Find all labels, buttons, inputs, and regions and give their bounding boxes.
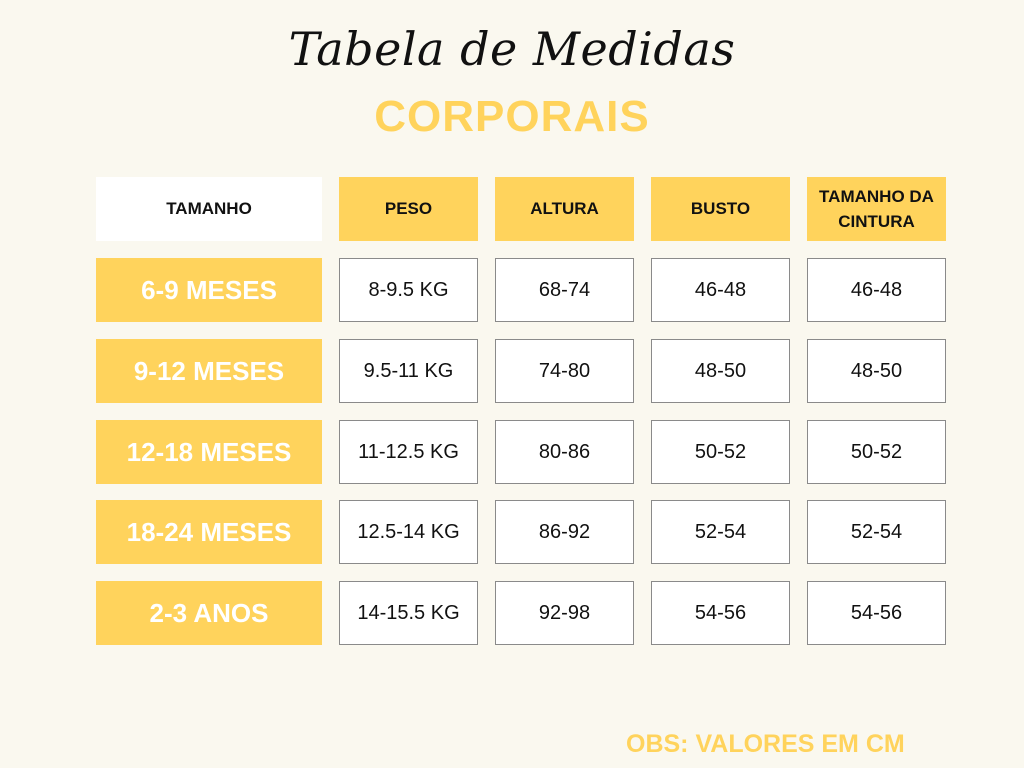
size-cell: 2-3 ANOS [96, 581, 322, 645]
busto-cell: 46-48 [651, 258, 790, 322]
altura-cell: 74-80 [495, 339, 634, 403]
altura-cell: 92-98 [495, 581, 634, 645]
busto-cell: 54-56 [651, 581, 790, 645]
size-cell: 6-9 MESES [96, 258, 322, 322]
page-subtitle: CORPORAIS [374, 92, 650, 141]
busto-cell: 52-54 [651, 500, 790, 564]
cintura-cell: 48-50 [807, 339, 946, 403]
cintura-cell: 50-52 [807, 420, 946, 484]
busto-cell: 50-52 [651, 420, 790, 484]
peso-cell: 11-12.5 KG [339, 420, 478, 484]
peso-cell: 12.5-14 KG [339, 500, 478, 564]
peso-cell: 14-15.5 KG [339, 581, 478, 645]
cintura-cell: 46-48 [807, 258, 946, 322]
altura-cell: 80-86 [495, 420, 634, 484]
size-cell: 12-18 MESES [96, 420, 322, 484]
units-note: OBS: VALORES EM CM [626, 730, 905, 758]
altura-cell: 68-74 [495, 258, 634, 322]
header-tamanho: TAMANHO [96, 177, 322, 241]
size-cell: 9-12 MESES [96, 339, 322, 403]
altura-cell: 86-92 [495, 500, 634, 564]
cintura-cell: 52-54 [807, 500, 946, 564]
page-title: Tabela de Medidas [288, 22, 736, 76]
cintura-cell: 54-56 [807, 581, 946, 645]
header-busto: BUSTO [651, 177, 790, 241]
header-peso: PESO [339, 177, 478, 241]
header-cintura: TAMANHO DA CINTURA [807, 177, 946, 241]
peso-cell: 9.5-11 KG [339, 339, 478, 403]
peso-cell: 8-9.5 KG [339, 258, 478, 322]
header-altura: ALTURA [495, 177, 634, 241]
busto-cell: 48-50 [651, 339, 790, 403]
size-cell: 18-24 MESES [96, 500, 322, 564]
